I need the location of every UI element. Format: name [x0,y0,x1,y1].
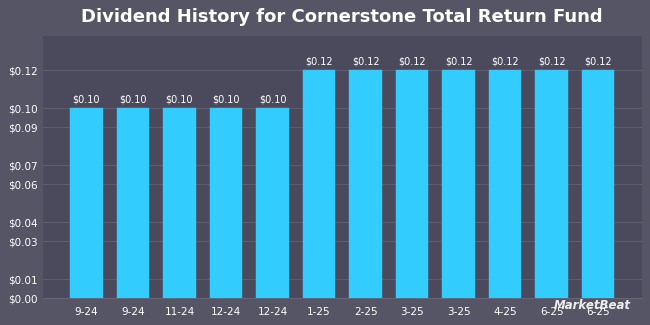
Text: $0.12: $0.12 [584,57,612,67]
Text: $0.10: $0.10 [213,95,240,105]
Text: MarketBeat: MarketBeat [554,299,630,312]
Bar [117,109,150,298]
Bar [489,71,521,298]
Text: $0.12: $0.12 [398,57,426,67]
Text: $0.10: $0.10 [119,95,147,105]
Bar [349,71,382,298]
Bar [210,109,242,298]
Text: $0.10: $0.10 [259,95,286,105]
Title: Dividend History for Cornerstone Total Return Fund: Dividend History for Cornerstone Total R… [81,8,603,26]
Bar [536,71,568,298]
Text: $0.12: $0.12 [445,57,473,67]
Text: $0.12: $0.12 [306,57,333,67]
Text: $0.12: $0.12 [352,57,380,67]
Bar [303,71,335,298]
Text: $0.10: $0.10 [73,95,100,105]
Bar [163,109,196,298]
Bar [70,109,103,298]
Text: $0.12: $0.12 [491,57,519,67]
Text: $0.10: $0.10 [166,95,193,105]
Bar [396,71,428,298]
Bar [256,109,289,298]
Text: $0.12: $0.12 [538,57,566,67]
Bar [582,71,614,298]
Bar [443,71,475,298]
